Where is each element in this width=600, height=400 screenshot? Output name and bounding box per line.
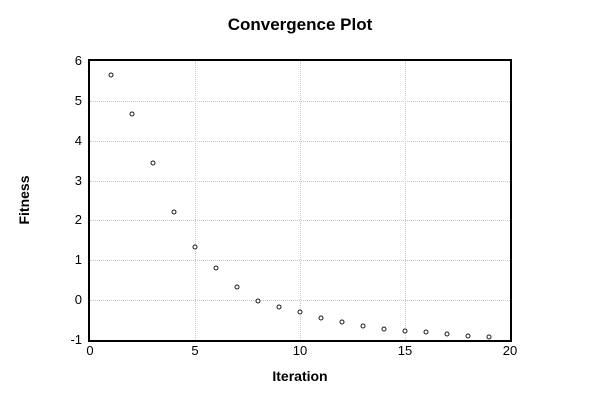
data-point — [339, 319, 345, 325]
data-point — [108, 72, 114, 78]
data-point — [297, 309, 303, 315]
data-point — [171, 209, 177, 215]
y-tick-label: 2 — [74, 212, 82, 228]
x-tick-label: 0 — [86, 343, 94, 358]
data-point — [486, 334, 492, 340]
data-point — [192, 244, 198, 250]
y-tick-label: 1 — [74, 252, 82, 268]
data-point — [276, 304, 282, 310]
data-point — [150, 160, 156, 166]
plot-area — [90, 61, 510, 340]
y-tick-label: 4 — [74, 132, 82, 148]
plot-frame — [88, 59, 512, 342]
data-point — [234, 284, 240, 290]
data-point — [213, 265, 219, 271]
data-point — [381, 326, 387, 332]
x-axis-label: Iteration — [272, 368, 328, 384]
y-tick-label: 3 — [74, 172, 82, 188]
data-point — [402, 328, 408, 334]
x-tick-label: 15 — [397, 343, 413, 358]
data-point — [129, 111, 135, 117]
data-point — [423, 329, 429, 335]
chart-title: Convergence Plot — [227, 15, 373, 34]
y-tick-label: -1 — [70, 332, 82, 347]
data-point — [465, 333, 471, 339]
x-gridline — [300, 61, 301, 340]
y-tick-label: 0 — [74, 292, 82, 308]
y-axis-label: Fitness — [16, 175, 32, 225]
x-tick-label: 10 — [292, 343, 308, 358]
data-point — [444, 331, 450, 337]
y-tick-label: 6 — [74, 53, 82, 68]
data-point — [318, 315, 324, 321]
x-gridline — [405, 61, 406, 340]
y-tick-label: 5 — [74, 92, 82, 108]
data-point — [360, 323, 366, 329]
data-point — [255, 298, 261, 304]
x-gridline — [195, 61, 196, 340]
x-tick-label: 20 — [502, 343, 518, 358]
x-tick-label: 5 — [191, 343, 199, 358]
